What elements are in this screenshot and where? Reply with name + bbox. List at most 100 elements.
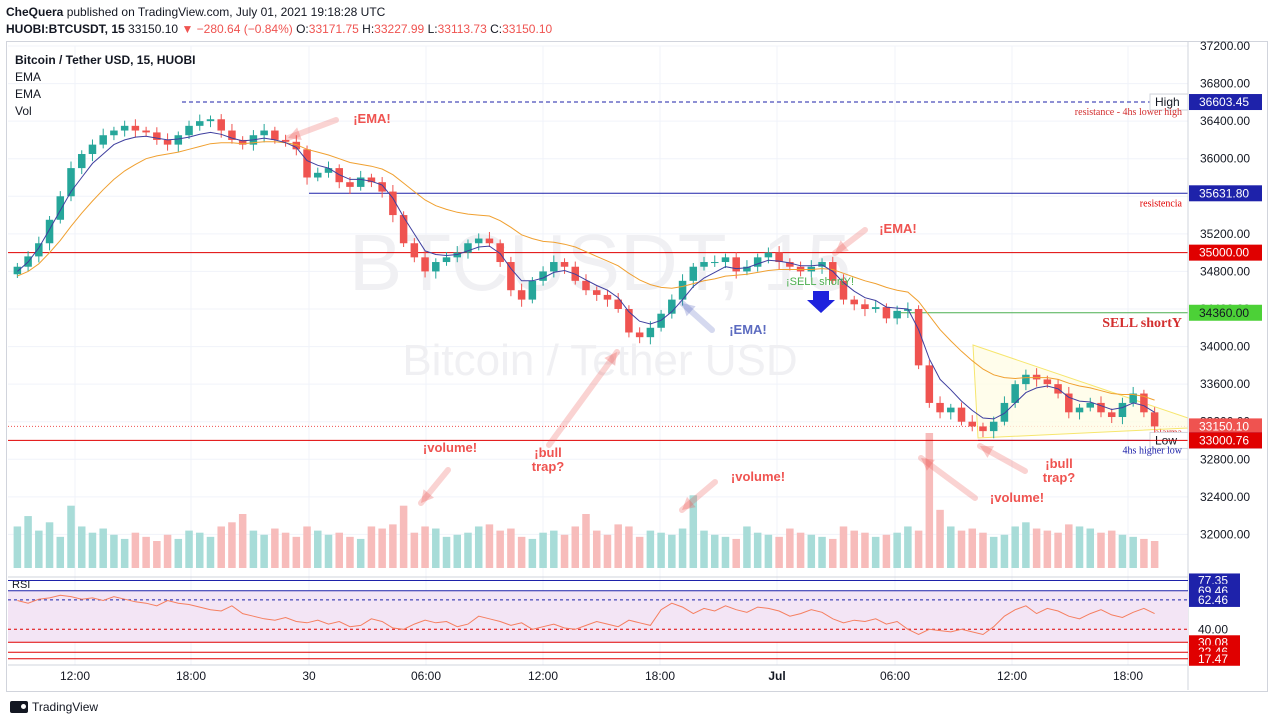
legend-ema-1[interactable]: EMA <box>15 70 41 84</box>
volume-bar <box>743 526 751 568</box>
volume-bar <box>1054 532 1062 568</box>
author-name[interactable]: CheQuera <box>6 5 64 19</box>
level-note: resistance - 4hs lower high <box>1075 107 1182 118</box>
candle-body <box>174 135 183 145</box>
volume-bar <box>710 534 719 568</box>
candle-body <box>592 290 601 295</box>
annotation-label: ¡EMA! <box>879 221 917 236</box>
candle-body <box>689 266 698 281</box>
last-price: 33150.10 <box>128 22 179 36</box>
time-tick-label: 12:00 <box>60 669 90 683</box>
candle-body <box>464 243 472 253</box>
candle-body <box>1011 384 1019 403</box>
time-axis[interactable]: 12:00 18:00 30 06:00 12:00 18:00 Jul 06:00 12:00… <box>8 664 1188 683</box>
level-price-text: 33000.76 <box>1199 433 1249 447</box>
volume-bar <box>56 536 65 568</box>
volume-bar <box>646 530 655 568</box>
candle-body <box>120 125 129 131</box>
volume-bar <box>786 528 794 568</box>
level-price-tag <box>1189 304 1262 321</box>
candle-body <box>99 135 107 145</box>
candle-body <box>303 149 311 178</box>
candle-body <box>110 130 118 136</box>
candle-body <box>142 130 150 133</box>
candle-body <box>732 257 740 272</box>
time-tick-label: 30 <box>302 669 316 683</box>
volume-bar <box>77 526 86 568</box>
volume-bar <box>893 532 901 568</box>
candle-body <box>389 191 397 216</box>
candle-body <box>936 402 944 413</box>
level-price-tag <box>1189 432 1262 449</box>
legend-ema-2[interactable]: EMA <box>15 87 41 101</box>
tradingview-logo-icon <box>10 701 28 713</box>
volume-bar <box>904 526 912 568</box>
volume-bar <box>818 536 826 568</box>
volume-bar <box>88 532 97 568</box>
volume-bar <box>24 516 32 568</box>
legend-title: Bitcoin / Tether USD, 15, HUOBI <box>15 53 195 67</box>
candle-body <box>635 332 644 338</box>
candle-body <box>185 125 193 136</box>
volume-bar <box>432 528 440 568</box>
volume-bar <box>110 534 118 568</box>
price-axis[interactable]: 37200.0036800.0036400.0036000.0035600.00… <box>1187 39 1262 690</box>
volume-bar <box>474 526 483 568</box>
volume-bar <box>249 530 258 568</box>
volume-bar <box>378 528 386 568</box>
annotation-arrowhead <box>980 446 994 458</box>
annotation-label: ¡volume! <box>731 469 785 484</box>
volume-bar <box>314 530 322 568</box>
candle-body <box>1032 374 1041 380</box>
candle-body <box>346 182 354 187</box>
annotation-label: ¡volume! <box>423 440 477 455</box>
volume-bar <box>1086 528 1095 568</box>
volume-bar <box>936 509 944 568</box>
candle-body <box>517 290 526 300</box>
price-tick-label: 33600.00 <box>1200 377 1250 391</box>
volume-bar <box>603 534 612 568</box>
price-tick-label: 32000.00 <box>1200 527 1250 541</box>
price-tick-label: 32400.00 <box>1200 490 1250 504</box>
volume-bar <box>1118 534 1127 568</box>
volume-bar <box>335 532 343 568</box>
footer-brand[interactable]: TradingView <box>32 700 99 714</box>
volume-bar <box>228 522 236 568</box>
volume-bar <box>507 528 515 568</box>
volume-bar <box>721 536 730 568</box>
time-tick-label: 06:00 <box>880 669 910 683</box>
level-note: resistencia <box>1140 198 1183 209</box>
legend-vol[interactable]: Vol <box>15 104 32 118</box>
candle-body <box>1140 393 1148 413</box>
candle-body <box>678 280 687 300</box>
volume-bar <box>346 536 354 568</box>
candle-body <box>35 243 43 257</box>
rsi-tag-text: 62.46 <box>1198 593 1228 607</box>
volume-bar <box>947 526 955 568</box>
annotation-arrow <box>679 300 715 333</box>
volume-bar <box>153 541 161 568</box>
candle-body <box>260 130 268 136</box>
candle-body <box>871 307 880 309</box>
volume-bar <box>732 538 740 568</box>
level-note: 4hs higher low <box>1123 445 1183 456</box>
candle-body <box>1150 412 1159 427</box>
candle-body <box>474 238 483 244</box>
candle-body <box>421 257 429 272</box>
volume-bar <box>35 530 43 568</box>
chart-frame[interactable] <box>6 41 1268 692</box>
rsi-line <box>17 594 1155 636</box>
annotation-arrowhead <box>835 240 849 253</box>
volume-bar <box>238 514 247 568</box>
annotation-arrow <box>918 455 978 501</box>
annotation-arrow <box>546 349 620 448</box>
annotations: ¡EMA! ¡EMA! ¡EMA! ¡SELL shortY! ¡volume! ¡bul… <box>285 111 1075 513</box>
volume-bar <box>796 532 805 568</box>
candle-body <box>281 139 290 142</box>
high-value: 33227.99 <box>374 22 425 36</box>
volume-bar <box>1097 532 1105 568</box>
candle-body <box>196 121 204 126</box>
candle-body <box>743 266 751 272</box>
